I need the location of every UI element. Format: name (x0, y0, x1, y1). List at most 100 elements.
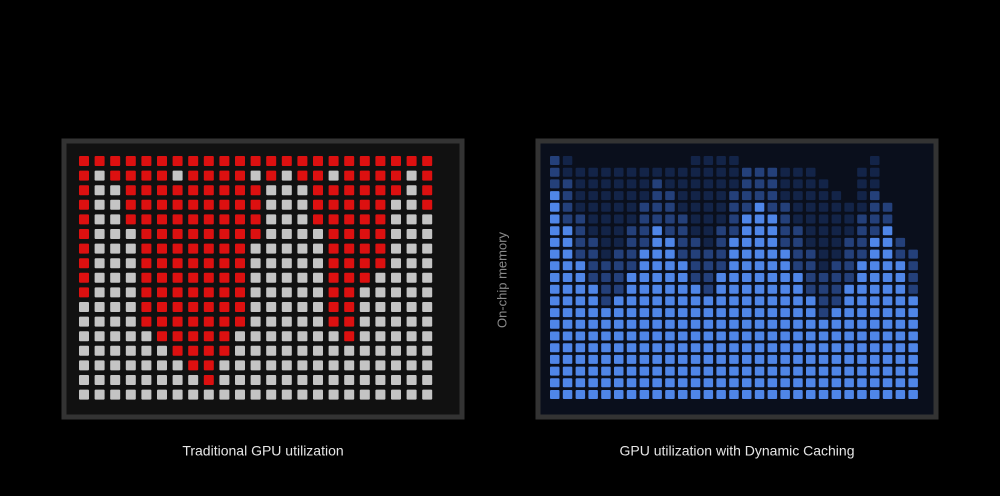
cell-active (870, 343, 880, 353)
cell-idle (614, 249, 624, 259)
cell-active (870, 284, 880, 294)
cell-active (601, 343, 611, 353)
cell-used (79, 199, 89, 210)
cell-idle (908, 249, 918, 259)
cell-active (665, 331, 675, 341)
cell-used (141, 258, 152, 269)
cell-active (729, 331, 739, 341)
cell-active (754, 366, 765, 376)
cell-used (157, 331, 167, 342)
cell-idle (806, 191, 816, 201)
cell-free (281, 375, 292, 385)
cell-idle (729, 214, 739, 224)
cell-idle (818, 202, 829, 212)
cell-idle (575, 167, 586, 177)
cell-idle (562, 167, 573, 177)
cell-free (297, 375, 308, 385)
cell-idle (870, 179, 880, 189)
cell-used (359, 170, 370, 181)
cell-free (344, 389, 355, 400)
cell-active (908, 319, 918, 329)
cell-active (895, 390, 906, 399)
cell-idle (767, 167, 778, 177)
cell-idle (780, 191, 790, 201)
cell-free (125, 258, 136, 269)
cell-idle (639, 226, 650, 236)
cell-free (266, 287, 277, 298)
cell-idle (793, 226, 803, 236)
cell-free (313, 287, 323, 298)
cell-free (250, 170, 261, 181)
cell-idle (844, 237, 854, 247)
cell-idle (818, 226, 829, 236)
cell-used (188, 258, 199, 269)
cell-free (391, 389, 401, 400)
cell-active (780, 366, 790, 376)
cell-active (626, 284, 637, 294)
cell-active (844, 366, 854, 376)
cell-active (780, 296, 790, 306)
cell-active (665, 354, 675, 364)
cell-idle (678, 167, 688, 177)
cell-free (188, 389, 199, 400)
cell-idle (857, 191, 867, 201)
cell-free (266, 258, 277, 269)
cell-active (678, 308, 688, 318)
cell-active (550, 261, 560, 271)
cell-idle (716, 226, 726, 236)
cell-idle (780, 226, 790, 236)
cell-active (870, 319, 880, 329)
cell-active (767, 366, 778, 376)
cell-free (235, 375, 245, 385)
cell-active (550, 202, 560, 212)
cell-idle (626, 202, 637, 212)
cell-active (678, 284, 688, 294)
cell-active (870, 390, 880, 399)
cell-free (406, 331, 417, 342)
cell-idle (614, 261, 624, 271)
cell-used (157, 272, 167, 283)
cell-free (406, 360, 417, 371)
cell-used (344, 272, 355, 283)
cell-active (742, 226, 752, 236)
cell-free (110, 316, 121, 327)
cell-idle (703, 202, 714, 212)
cell-active (857, 331, 867, 341)
cell-used (203, 345, 214, 356)
left-panel (61, 138, 465, 420)
cell-idle (550, 179, 560, 189)
cell-idle (678, 179, 688, 189)
cell-free (125, 360, 136, 371)
cell-active (844, 296, 854, 306)
cell-active (678, 343, 688, 353)
cell-used (79, 229, 89, 239)
cell-free (297, 331, 308, 342)
cell-idle (908, 273, 918, 282)
cell-used (79, 287, 89, 298)
cell-active (767, 284, 778, 294)
cell-active (665, 273, 675, 282)
cell-idle (690, 261, 701, 271)
cell-active (742, 319, 752, 329)
cell-idle (665, 202, 675, 212)
cell-idle (588, 214, 598, 224)
cell-active (575, 390, 586, 399)
cell-free (94, 243, 105, 254)
cell-active (703, 354, 714, 364)
cell-free (79, 345, 89, 356)
cell-active (742, 308, 752, 318)
cell-used (235, 214, 245, 225)
cell-idle (818, 179, 829, 189)
cell-idle (806, 179, 816, 189)
cell-used (235, 156, 245, 166)
cell-active (639, 319, 650, 329)
cell-idle (870, 156, 880, 165)
cell-free (219, 360, 230, 371)
cell-idle (690, 237, 701, 247)
cell-idle (806, 214, 816, 224)
cell-used (141, 199, 152, 210)
cell-idle (690, 226, 701, 236)
cell-free (391, 214, 401, 225)
cell-active (844, 354, 854, 364)
cell-free (313, 272, 323, 283)
